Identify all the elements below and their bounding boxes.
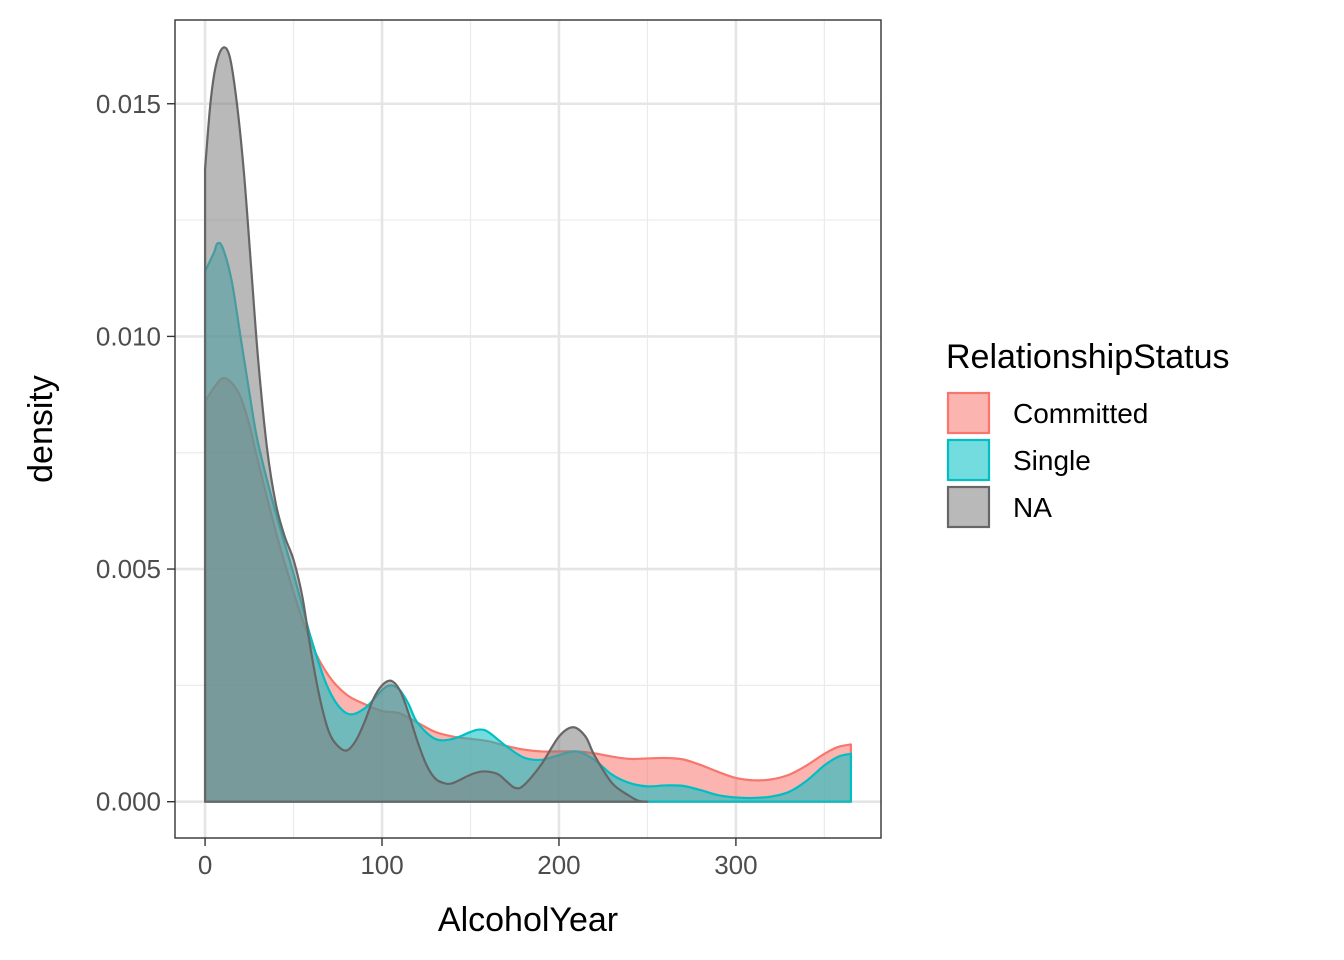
legend: RelationshipStatus Committed Single NA (946, 338, 1230, 529)
x-tick-label: 300 (714, 850, 757, 880)
y-tick-label: 0.015 (96, 89, 161, 119)
x-axis: 0 100 200 300 (198, 838, 758, 880)
legend-label-single: Single (1013, 445, 1091, 476)
density-series (203, 46, 853, 803)
y-axis: 0.000 0.005 0.010 0.015 (96, 89, 175, 817)
y-tick-label: 0.005 (96, 554, 161, 584)
x-tick-label: 0 (198, 850, 212, 880)
x-tick-label: 200 (537, 850, 580, 880)
legend-label-na: NA (1013, 492, 1052, 523)
y-axis-title: density (22, 375, 60, 483)
y-tick-label: 0.000 (96, 787, 161, 817)
density-area-na (203, 46, 649, 803)
x-tick-label: 100 (360, 850, 403, 880)
panel-border (174, 19, 882, 839)
grid-minor (175, 20, 881, 838)
legend-key-single (946, 438, 991, 482)
legend-key-na (946, 485, 991, 529)
y-tick-label: 0.010 (96, 321, 161, 351)
legend-title: RelationshipStatus (946, 338, 1230, 376)
x-axis-title: AlcoholYear (438, 901, 618, 939)
legend-key-committed (946, 391, 991, 435)
legend-label-committed: Committed (1013, 398, 1148, 429)
